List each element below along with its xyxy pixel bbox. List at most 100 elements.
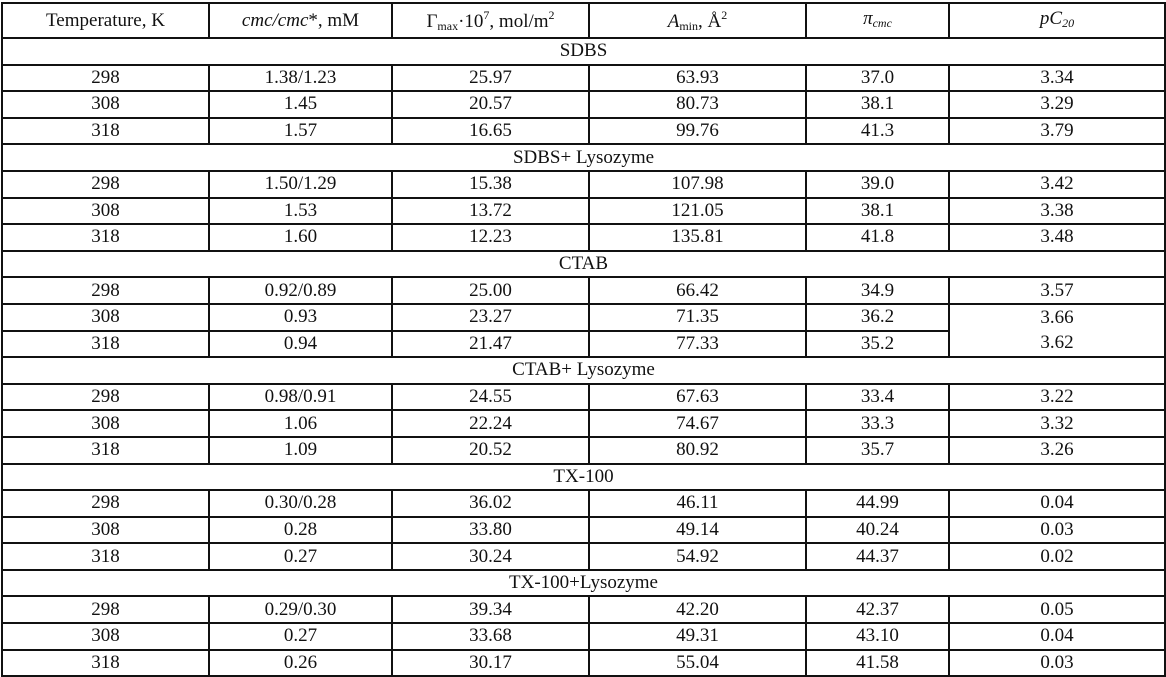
table-cell: 1.57 [208, 116, 393, 146]
table-row: 318 0.26 30.17 55.04 41.58 0.03 [1, 648, 1166, 677]
table-cell: 20.57 [391, 90, 590, 119]
table-cell: 22.24 [391, 409, 590, 438]
table-cell: 67.63 [588, 382, 807, 412]
table-cell: 0.05 [948, 595, 1166, 625]
table-cell: 135.81 [588, 223, 807, 252]
table-row: 298 1.50/1.29 15.38 107.98 39.0 3.42 [1, 169, 1166, 199]
header-pi-cmc: πcmc [805, 2, 950, 39]
table-cell: 30.17 [391, 648, 590, 677]
group-label: SDBS+ Lysozyme [1, 143, 1166, 172]
table-cell: 3.22 [948, 382, 1166, 412]
table-cell: 318 [1, 542, 210, 571]
table-cell: 37.0 [805, 63, 950, 93]
table-cell: 0.27 [208, 542, 393, 571]
table-cell: 0.04 [948, 489, 1166, 518]
table-cell: 3.29 [948, 90, 1166, 119]
table-cell: 13.72 [391, 196, 590, 226]
table-cell: 25.97 [391, 63, 590, 93]
table-row: 298 1.38/1.23 25.97 63.93 37.0 3.34 [1, 63, 1166, 93]
table-cell: 0.29/0.30 [208, 595, 393, 625]
group-header-row: CTAB [1, 249, 1166, 279]
table-row: 298 0.30/0.28 36.02 46.11 44.99 0.04 [1, 489, 1166, 518]
header-pc20: pC20 [948, 2, 1166, 39]
table-cell: 107.98 [588, 169, 807, 199]
group-header-row: TX-100 [1, 462, 1166, 492]
table-cell: 3.79 [948, 116, 1166, 146]
header-row: Temperature, K cmc/cmc*, mM Γmax·107, mo… [1, 2, 1166, 39]
table-row: 318 1.60 12.23 135.81 41.8 3.48 [1, 223, 1166, 252]
table-cell: 3.34 [948, 63, 1166, 93]
table-cell: 49.14 [588, 515, 807, 545]
table-cell: 318 [1, 329, 210, 359]
table-cell: 46.11 [588, 489, 807, 518]
group-label: CTAB+ Lysozyme [1, 356, 1166, 385]
table-cell: 298 [1, 595, 210, 625]
table-cell: 42.37 [805, 595, 950, 625]
table-cell: 35.2 [805, 329, 950, 359]
table-cell: 80.73 [588, 90, 807, 119]
table-cell: 308 [1, 622, 210, 651]
table-cell: 33.4 [805, 382, 950, 412]
table-cell: 33.68 [391, 622, 590, 651]
table-cell: 54.92 [588, 542, 807, 571]
table-row: 308 1.53 13.72 121.05 38.1 3.38 [1, 196, 1166, 226]
group-header-row: TX-100+Lysozyme [1, 568, 1166, 598]
table-cell: 318 [1, 648, 210, 677]
table-row: 298 0.29/0.30 39.34 42.20 42.37 0.05 [1, 595, 1166, 625]
table-row: 318 0.94 21.47 77.33 35.2 3.62 [1, 329, 1166, 359]
table-cell: 35.7 [805, 435, 950, 465]
table-cell: 0.02 [948, 542, 1166, 571]
table-cell: 1.06 [208, 409, 393, 438]
table-cell: 318 [1, 116, 210, 146]
table-cell: 298 [1, 63, 210, 93]
table-cell: 41.3 [805, 116, 950, 146]
table-cell: 0.98/0.91 [208, 382, 393, 412]
table-cell: 3.42 [948, 169, 1166, 199]
table-cell: 1.45 [208, 90, 393, 119]
group-label: SDBS [1, 37, 1166, 66]
table-cell: 308 [1, 302, 210, 332]
table-cell: 39.34 [391, 595, 590, 625]
table-cell: 21.47 [391, 329, 590, 359]
table-cell: 308 [1, 409, 210, 438]
table-row: 298 0.92/0.89 25.00 66.42 34.9 3.57 [1, 276, 1166, 305]
table-cell: 36.02 [391, 489, 590, 518]
table-row: 308 0.93 23.27 71.35 36.2 3.66 [1, 302, 1166, 332]
table-cell: 38.1 [805, 196, 950, 226]
table-cell: 308 [1, 90, 210, 119]
table-cell: 308 [1, 196, 210, 226]
group-header-row: SDBS [1, 37, 1166, 66]
table-cell: 298 [1, 489, 210, 518]
table-cell: 38.1 [805, 90, 950, 119]
table-cell: 42.20 [588, 595, 807, 625]
table-cell: 34.9 [805, 276, 950, 305]
table-cell: 33.3 [805, 409, 950, 438]
table-cell: 63.93 [588, 63, 807, 93]
table-row: 318 1.09 20.52 80.92 35.7 3.26 [1, 435, 1166, 465]
table-row: 308 0.27 33.68 49.31 43.10 0.04 [1, 622, 1166, 651]
table-cell: 3.48 [948, 223, 1166, 252]
header-a-min: Amin, Å2 [588, 2, 807, 39]
group-label: TX-100 [1, 462, 1166, 492]
table-cell: 3.66 [948, 302, 1166, 331]
table-cell: 298 [1, 276, 210, 305]
group-label: CTAB [1, 249, 1166, 279]
header-cmc: cmc/cmc*, mM [208, 2, 393, 39]
table-cell: 3.57 [948, 276, 1166, 305]
table-cell: 24.55 [391, 382, 590, 412]
table-row: 318 1.57 16.65 99.76 41.3 3.79 [1, 116, 1166, 146]
table-cell: 0.94 [208, 329, 393, 359]
table-cell: 80.92 [588, 435, 807, 465]
table-cell: 20.52 [391, 435, 590, 465]
table-row: 308 1.45 20.57 80.73 38.1 3.29 [1, 90, 1166, 119]
table-cell: 0.30/0.28 [208, 489, 393, 518]
table-cell: 15.38 [391, 169, 590, 199]
header-temperature: Temperature, K [1, 2, 210, 39]
table-cell: 66.42 [588, 276, 807, 305]
table-cell: 298 [1, 382, 210, 412]
table-cell: 41.8 [805, 223, 950, 252]
group-header-row: CTAB+ Lysozyme [1, 356, 1166, 385]
table-cell: 3.38 [948, 196, 1166, 226]
table-cell: 55.04 [588, 648, 807, 677]
table-cell: 0.26 [208, 648, 393, 677]
